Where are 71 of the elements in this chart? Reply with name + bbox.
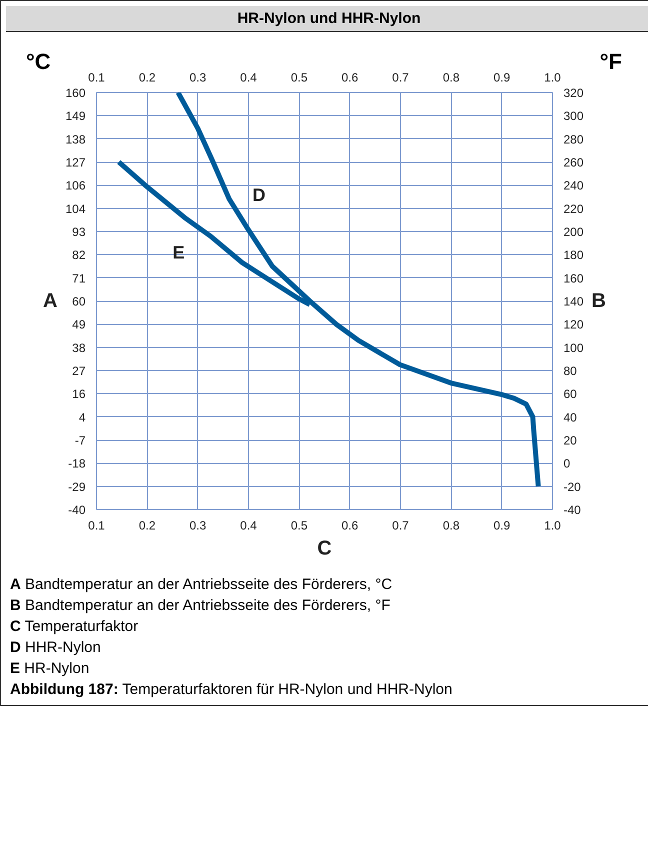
y-tick-label: 100: [564, 340, 584, 355]
x2-tick-label: 0.9: [493, 518, 510, 532]
y-tick-label: -40: [564, 503, 582, 517]
y-tick-label: 40: [564, 410, 578, 424]
x2-tick-label: 0.7: [392, 518, 410, 532]
text: 127: [65, 156, 86, 170]
text: °C: [26, 48, 51, 76]
text: 138: [65, 132, 86, 146]
x2-tick-label: 1.0: [544, 518, 562, 532]
x-tick-label: 0.7: [392, 70, 410, 84]
text: 93: [72, 225, 86, 239]
x2-tick-label: 0.8: [442, 518, 460, 532]
x-tick-label: 0.5: [290, 70, 308, 84]
y-tick-label: 20: [564, 434, 578, 448]
y-tick-label: 0: [564, 456, 570, 471]
text: 38: [72, 340, 86, 355]
x2-tick-label: 0.4: [240, 518, 258, 532]
series-label: D: [252, 184, 266, 205]
x-axis-title: C: [317, 538, 332, 560]
text: C Temperaturfaktor: [10, 618, 138, 635]
text: 104: [65, 202, 86, 216]
x2-tick-label: 0.2: [138, 518, 156, 532]
text: 4: [78, 410, 86, 424]
text: 27: [72, 364, 86, 378]
text: 49: [72, 318, 86, 332]
text: 60: [72, 294, 86, 308]
y-tick-label: 280: [564, 132, 584, 146]
y-tick-label: -20: [564, 480, 582, 494]
text: B Bandtemperatur an der Antriebsseite des Förderers, °F: [10, 597, 390, 614]
y-tick-label: 160: [564, 271, 584, 286]
text: -29: [68, 480, 86, 494]
x2-tick-label: 0.1: [88, 518, 106, 532]
y-tick-label: 320: [564, 86, 584, 100]
x-tick-label: 0.2: [138, 70, 156, 84]
x-tick-label: 0.3: [189, 70, 206, 84]
text: D HHR-Nylon: [10, 639, 101, 656]
y-tick-label: 300: [564, 109, 584, 124]
y-tick-label: 140: [564, 294, 584, 308]
x-tick-label: 0.8: [442, 70, 460, 84]
chart-title: HR-Nylon und HHR-Nylon: [237, 9, 421, 29]
x2-tick-label: 0.3: [189, 518, 206, 532]
x-tick-label: 0.1: [88, 70, 106, 84]
text: Abbildung 187: Temperaturfaktoren für HR-Nylon und HHR-Nylon: [10, 681, 452, 698]
text: 106: [65, 178, 86, 193]
text: 16: [72, 387, 86, 402]
text: -18: [68, 456, 86, 471]
x-tick-label: 0.6: [341, 70, 358, 84]
text: A Bandtemperatur an der Antriebsseite des Förderers, °C: [10, 576, 392, 593]
text: A: [43, 290, 58, 312]
y-axis-title: B: [592, 290, 606, 312]
y-tick-label: 240: [564, 178, 584, 193]
y-tick-label: 80: [564, 364, 578, 378]
y-tick-label: 60: [564, 387, 578, 402]
y-tick-label: 180: [564, 248, 584, 262]
x-tick-label: 0.4: [240, 70, 258, 84]
text: 160: [65, 86, 86, 100]
x-tick-label: 0.9: [493, 70, 510, 84]
y-tick-label: 220: [564, 202, 584, 216]
x2-tick-label: 0.5: [290, 518, 308, 532]
text: 71: [72, 271, 86, 286]
text: E HR-Nylon: [10, 660, 90, 677]
text: 149: [65, 109, 86, 124]
text: -40: [68, 503, 86, 517]
text: -7: [74, 434, 86, 448]
x-tick-label: 1.0: [544, 70, 562, 84]
y-tick-label: 200: [564, 225, 584, 239]
x2-tick-label: 0.6: [341, 518, 358, 532]
y-tick-label: 120: [564, 318, 584, 332]
text: 82: [72, 248, 86, 262]
text: °F: [600, 48, 622, 76]
y-tick-label: 260: [564, 156, 584, 170]
